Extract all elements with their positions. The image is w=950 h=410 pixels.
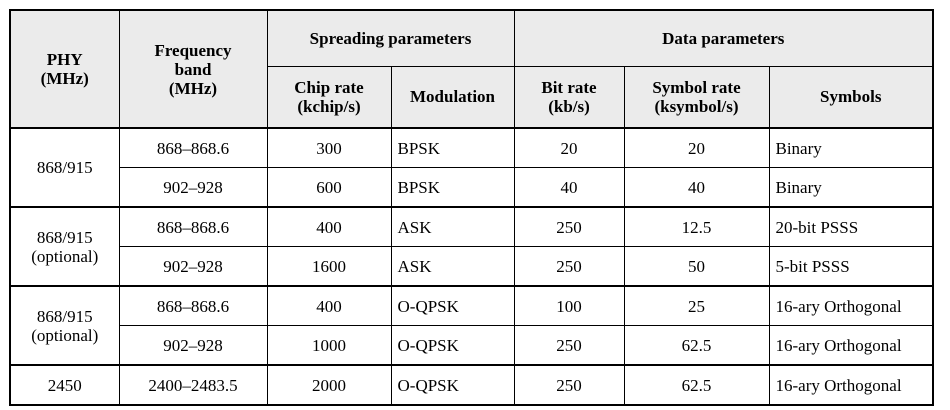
cell-chip-rate: 1000 bbox=[266, 325, 392, 366]
cell-chip-rate: 300 bbox=[266, 127, 392, 168]
cell-chip-rate: 400 bbox=[266, 206, 392, 247]
cell-bit-rate: 250 bbox=[513, 206, 625, 247]
cell-symbols: Binary bbox=[768, 167, 934, 208]
header-bit-rate: Bit rate (kb/s) bbox=[513, 65, 625, 129]
cell-bit-rate: 250 bbox=[513, 364, 625, 406]
table-row: 868/915 (optional) 868–868.6 400 O-QPSK … bbox=[9, 285, 934, 366]
header-chip-rate: Chip rate (kchip/s) bbox=[266, 65, 392, 129]
cell-bit-rate: 250 bbox=[513, 246, 625, 287]
table-row: 902–928 1000 O-QPSK 250 62.5 16-ary Orth… bbox=[10, 325, 934, 366]
cell-bit-rate: 20 bbox=[513, 127, 625, 168]
cell-bit-rate: 250 bbox=[513, 325, 625, 366]
cell-symbol-rate: 25 bbox=[623, 285, 770, 326]
cell-phy: 2450 bbox=[9, 364, 120, 406]
cell-modulation: BPSK bbox=[390, 127, 515, 168]
header-data-parameters: Data parameters bbox=[513, 9, 934, 67]
cell-symbols: 16-ary Orthogonal bbox=[768, 364, 934, 406]
cell-chip-rate: 400 bbox=[266, 285, 392, 326]
cell-symbols: 16-ary Orthogonal bbox=[768, 285, 934, 326]
cell-symbols: 20-bit PSSS bbox=[768, 206, 934, 247]
header-phy: PHY (MHz) bbox=[9, 9, 120, 129]
table-row: 868/915 868–868.6 300 BPSK 20 20 Binary bbox=[9, 127, 934, 208]
header-spreading-parameters: Spreading parameters bbox=[266, 9, 515, 67]
cell-frequency-band: 868–868.6 bbox=[118, 127, 268, 168]
header-symbol-rate: Symbol rate (ksymbol/s) bbox=[623, 65, 770, 129]
table-row: 902–928 600 BPSK 40 40 Binary bbox=[10, 167, 934, 208]
cell-frequency-band: 868–868.6 bbox=[118, 206, 268, 247]
cell-phy: 868/915 bbox=[9, 127, 120, 208]
cell-frequency-band: 2400–2483.5 bbox=[118, 364, 268, 406]
cell-bit-rate: 40 bbox=[513, 167, 625, 208]
cell-phy: 868/915 (optional) bbox=[9, 285, 120, 366]
cell-chip-rate: 600 bbox=[266, 167, 392, 208]
phy-parameters-table-wrapper: PHY (MHz) Frequency band (MHz) Spreading… bbox=[9, 9, 935, 406]
cell-modulation: ASK bbox=[390, 206, 515, 247]
cell-chip-rate: 1600 bbox=[266, 246, 392, 287]
cell-symbols: 16-ary Orthogonal bbox=[768, 325, 934, 366]
cell-modulation: O-QPSK bbox=[390, 325, 515, 366]
cell-frequency-band: 902–928 bbox=[118, 167, 268, 208]
cell-modulation: O-QPSK bbox=[390, 364, 515, 406]
cell-symbol-rate: 12.5 bbox=[623, 206, 770, 247]
cell-modulation: O-QPSK bbox=[390, 285, 515, 326]
cell-bit-rate: 100 bbox=[513, 285, 625, 326]
cell-chip-rate: 2000 bbox=[266, 364, 392, 406]
table-row: 868/915 (optional) 868–868.6 400 ASK 250… bbox=[9, 206, 934, 287]
table-body: 868/915 868–868.6 300 BPSK 20 20 Binary … bbox=[9, 127, 934, 406]
table-row: 2450 2400–2483.5 2000 O-QPSK 250 62.5 16… bbox=[9, 364, 934, 406]
cell-symbols: Binary bbox=[768, 127, 934, 168]
cell-frequency-band: 868–868.6 bbox=[118, 285, 268, 326]
cell-phy: 868/915 (optional) bbox=[9, 206, 120, 287]
cell-symbol-rate: 40 bbox=[623, 167, 770, 208]
cell-modulation: ASK bbox=[390, 246, 515, 287]
header-modulation: Modulation bbox=[390, 65, 515, 129]
phy-parameters-table: PHY (MHz) Frequency band (MHz) Spreading… bbox=[9, 9, 935, 406]
cell-modulation: BPSK bbox=[390, 167, 515, 208]
cell-symbols: 5-bit PSSS bbox=[768, 246, 934, 287]
cell-symbol-rate: 20 bbox=[623, 127, 770, 168]
cell-frequency-band: 902–928 bbox=[118, 246, 268, 287]
cell-symbol-rate: 50 bbox=[623, 246, 770, 287]
cell-frequency-band: 902–928 bbox=[118, 325, 268, 366]
header-symbols: Symbols bbox=[768, 65, 934, 129]
table-row: 902–928 1600 ASK 250 50 5-bit PSSS bbox=[10, 246, 934, 287]
cell-symbol-rate: 62.5 bbox=[623, 325, 770, 366]
cell-symbol-rate: 62.5 bbox=[623, 364, 770, 406]
header-frequency-band: Frequency band (MHz) bbox=[118, 9, 268, 129]
table-header: PHY (MHz) Frequency band (MHz) Spreading… bbox=[9, 9, 934, 129]
